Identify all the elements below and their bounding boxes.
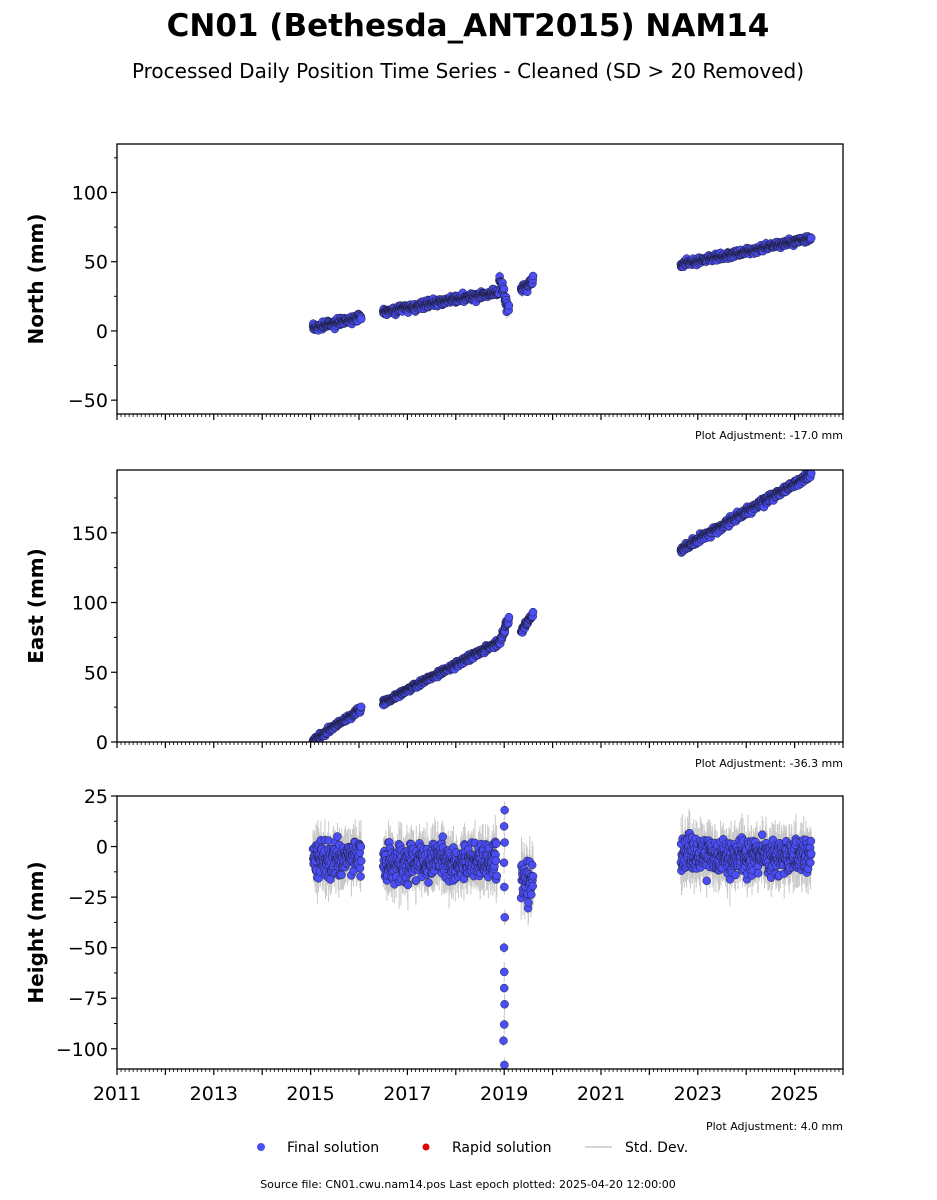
north-ytick-label: 0 [96, 321, 108, 343]
east-ytick-label: 0 [96, 732, 108, 754]
figure-subtitle: Processed Daily Position Time Series - C… [132, 59, 804, 83]
north-plot-adjustment: Plot Adjustment: -17.0 mm [695, 429, 843, 442]
east-ytick-label: 100 [72, 593, 108, 615]
north-data-point [356, 314, 366, 324]
figure-title: CN01 (Bethesda_ANT2015) NAM14 [167, 8, 770, 44]
east-data-point [356, 702, 366, 712]
east-panel: 0 50 100 150 East (mm) Plot Adjustment: -36.3… [24, 469, 844, 770]
north-final-series [308, 232, 816, 335]
east-ylabel: East (mm) [24, 548, 48, 664]
east-data-point [504, 612, 514, 622]
north-plot-frame [116, 143, 844, 415]
east-data-point [528, 607, 538, 617]
north-ylabel: North (mm) [24, 213, 48, 344]
north-ytick-label: 50 [84, 252, 108, 274]
east-ytick-label: 150 [72, 523, 108, 545]
east-plot-adjustment: Plot Adjustment: -36.3 mm [695, 757, 843, 770]
north-data-point [528, 271, 538, 281]
north-data-point [504, 301, 514, 310]
north-data-point [806, 233, 816, 243]
north-ytick-label: −50 [68, 390, 108, 412]
east-final-series [308, 470, 816, 742]
north-panel: −50 0 50 100 North (mm) Plot Adjustment: -17.… [24, 143, 844, 442]
east-ytick-label: 50 [84, 662, 108, 684]
north-ytick-label: 100 [72, 182, 108, 204]
east-data-point [807, 470, 816, 478]
